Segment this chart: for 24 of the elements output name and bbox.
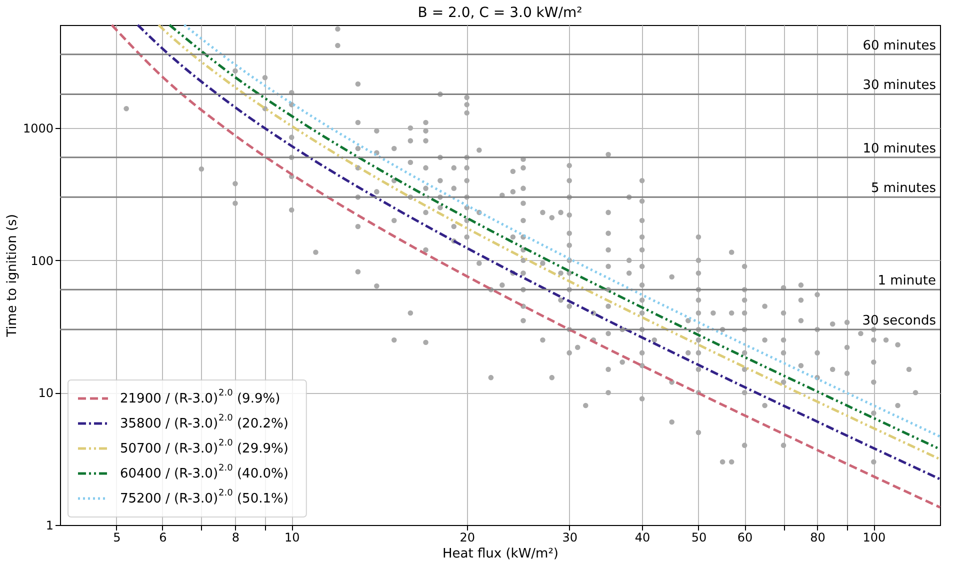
x-axis-title: Heat flux (kW/m²) — [442, 546, 559, 562]
x-tick-label: 60 — [737, 530, 753, 544]
chart-title: B = 2.0, C = 3.0 kW/m² — [418, 4, 582, 21]
x-tick-label: 30 — [562, 530, 578, 544]
x-tick-label: 100 — [862, 530, 886, 544]
y-tick-label: 100 — [30, 254, 54, 268]
x-tick-label: 50 — [691, 530, 707, 544]
ref-line-label: 30 minutes — [862, 78, 936, 94]
y-axis-title: Time to ignition (s) — [4, 214, 20, 338]
x-tick-label: 10 — [284, 530, 300, 544]
x-tick-label: 20 — [460, 530, 475, 544]
ref-line-label: 60 minutes — [862, 38, 936, 54]
x-tick-label: 6 — [159, 530, 167, 544]
ref-line-label: 10 minutes — [862, 141, 936, 156]
ref-line-label: 30 seconds — [862, 314, 936, 329]
x-tick-label: 8 — [232, 530, 240, 544]
y-tick-label: 1000 — [22, 121, 54, 136]
ref-line-label: 1 minute — [878, 274, 936, 289]
x-tick-label: 80 — [810, 530, 826, 544]
x-tick-label: 40 — [634, 530, 650, 544]
y-tick-label: 10 — [38, 386, 54, 400]
y-tick-label: 1 — [46, 518, 54, 532]
ref-line-label: 5 minutes — [870, 181, 936, 196]
x-tick-label: 5 — [113, 530, 121, 544]
